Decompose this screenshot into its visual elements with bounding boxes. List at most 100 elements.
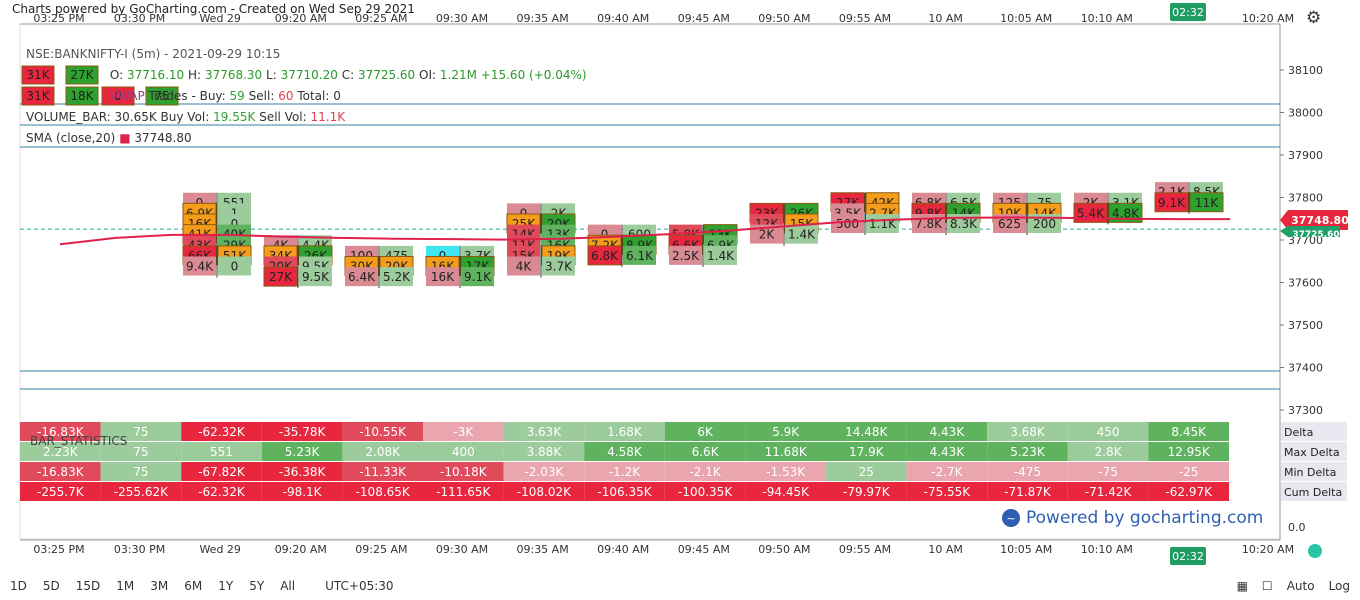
powered-by-link[interactable]: ~ Powered by gocharting.com <box>1002 508 1263 528</box>
time-label-bottom: 03:30 PM <box>114 543 165 556</box>
stat-cell <box>20 442 101 461</box>
stat-cell <box>987 442 1068 461</box>
footprint-cell-label: 0 <box>601 228 609 242</box>
range-button-1m[interactable]: 1M <box>116 579 135 593</box>
stat-cell <box>181 422 262 441</box>
stat-cell <box>100 482 182 501</box>
range-button-all[interactable]: All <box>280 579 296 593</box>
stat-cell <box>20 482 101 501</box>
legend-ohlc: O: 37716.10 H: 37768.30 L: 37710.20 C: 3… <box>26 65 587 86</box>
range-button-5d[interactable]: 5D <box>42 579 60 593</box>
time-label-top: 10 AM <box>928 12 963 25</box>
footprint-cell-label: 0 <box>231 260 239 274</box>
grid-icon[interactable]: ▦ <box>1236 579 1248 593</box>
stat-cell <box>987 482 1068 501</box>
price-badge-2-label: 37725.60 <box>1292 230 1339 240</box>
first-candle-cell <box>65 86 99 106</box>
first-candle-label: 75 <box>154 89 169 103</box>
range-button-5y[interactable]: 5Y <box>249 579 265 593</box>
y-tick-label: 37900 <box>1288 149 1323 162</box>
stat-cell <box>261 442 343 461</box>
stat-cell-label: 4.58K <box>607 445 643 459</box>
legend-total-label: Total: <box>297 89 330 103</box>
log-button[interactable]: Log <box>1328 579 1350 593</box>
footprint-cell-label: 1.4K <box>707 249 735 263</box>
stat-cell-label: 75 <box>133 425 148 439</box>
time-label-top: 10:05 AM <box>1000 12 1052 25</box>
range-button-15d[interactable]: 15D <box>75 579 101 593</box>
footprint-cell <box>299 267 332 287</box>
stat-cell-label: -108.65K <box>356 485 411 499</box>
footprint-cell-label: 625 <box>998 217 1021 231</box>
stat-cell <box>423 462 504 481</box>
stat-cell-label: -36.38K <box>279 465 327 479</box>
stat-cell <box>584 462 665 481</box>
stat-cell-label: -62.32K <box>198 485 246 499</box>
range-button-6m[interactable]: 6M <box>184 579 203 593</box>
square-icon[interactable]: ☐ <box>1261 579 1273 593</box>
first-candle-label: 27K <box>70 68 94 82</box>
stat-cell <box>261 422 343 441</box>
y-tick-label: 37700 <box>1288 234 1323 247</box>
first-candle-label: 31K <box>26 68 50 82</box>
auto-button[interactable]: Auto <box>1286 579 1315 593</box>
stat-cell <box>987 422 1068 441</box>
stat-row-label: Cum Delta <box>1284 486 1342 499</box>
footprint-cell-label: 2K <box>759 228 776 242</box>
credit-text: Charts powered by GoCharting.com - Creat… <box>12 2 415 16</box>
range-button-1y[interactable]: 1Y <box>218 579 234 593</box>
time-label-top: 03:25 PM <box>33 12 84 25</box>
stat-cell-label: 25 <box>859 465 874 479</box>
stat-cell-label: -3K <box>453 425 474 439</box>
range-button-3m[interactable]: 3M <box>150 579 169 593</box>
stat-row-label-bg <box>1281 442 1347 461</box>
timezone-label[interactable]: UTC+05:30 <box>325 579 394 593</box>
legend-trades: VWAP Trades - Buy: 59 Sell: 60 Total: 0 <box>26 86 587 107</box>
volume-axis-tick-label: 0.0 <box>1288 521 1306 534</box>
footprint-cell-label: 9.4K <box>186 260 214 274</box>
time-label-bottom: 10:10 AM <box>1081 543 1133 556</box>
legend-buy-vol: 19.55K <box>213 110 256 124</box>
stat-cell <box>584 422 665 441</box>
stat-cell <box>181 482 262 501</box>
status-dot-icon[interactable] <box>1308 544 1322 558</box>
legend-oi-pct: (+0.04%) <box>529 68 587 82</box>
stat-cell-label: -106.35K <box>597 485 652 499</box>
legend-sell-trades: 60 <box>278 89 294 103</box>
stat-cell <box>906 442 988 461</box>
stat-cell-label: -2.7K <box>931 465 963 479</box>
stat-cell-label: -10.18K <box>440 465 488 479</box>
footprint-cell-label: 9.5K <box>302 270 330 284</box>
time-label-bottom: 09:55 AM <box>839 543 891 556</box>
footprint-cell <box>218 256 251 276</box>
stat-cell-label: -98.1K <box>283 485 323 499</box>
stat-cell-label: 5.9K <box>772 425 800 439</box>
footprint-cell <box>345 267 378 287</box>
footprint-cell <box>380 267 413 287</box>
stat-cell-label: -11.33K <box>359 465 407 479</box>
footprint-cell <box>785 224 818 244</box>
legend-volume: VOLUME_BAR: 30.65K Buy Vol: 19.55K Sell … <box>26 107 587 128</box>
time-label-top: 03:30 PM <box>114 12 165 25</box>
stat-cell <box>503 422 585 441</box>
footprint-cell-label: 0 <box>196 196 204 210</box>
footprint-cell-label: 0 <box>231 217 239 231</box>
gear-icon[interactable]: ⚙ <box>1306 8 1322 28</box>
y-tick-label: 38000 <box>1288 107 1323 120</box>
footprint-cell <box>669 245 702 265</box>
footprint-cell-label: 27K <box>269 270 293 284</box>
footprint-cell-label: 5.2K <box>383 270 411 284</box>
stat-cell-label: 551 <box>210 445 233 459</box>
stat-row-label-bg <box>1281 482 1347 501</box>
legend-trades-label: Trades - Buy: <box>148 89 226 103</box>
stat-row-label-bg <box>1281 422 1347 441</box>
range-button-1d[interactable]: 1D <box>10 579 27 593</box>
legend-vwap: VWAP <box>109 89 145 103</box>
stat-cell-label: -62.97K <box>1165 485 1213 499</box>
legend-sma-label: SMA (close,20) <box>26 131 116 145</box>
footprint-cell <box>461 267 494 287</box>
stat-cell-label: -71.87K <box>1004 485 1052 499</box>
bar-statistics-label: BAR_STATISTICS <box>30 434 127 448</box>
footprint-cell-label: 4.8K <box>1112 206 1140 220</box>
